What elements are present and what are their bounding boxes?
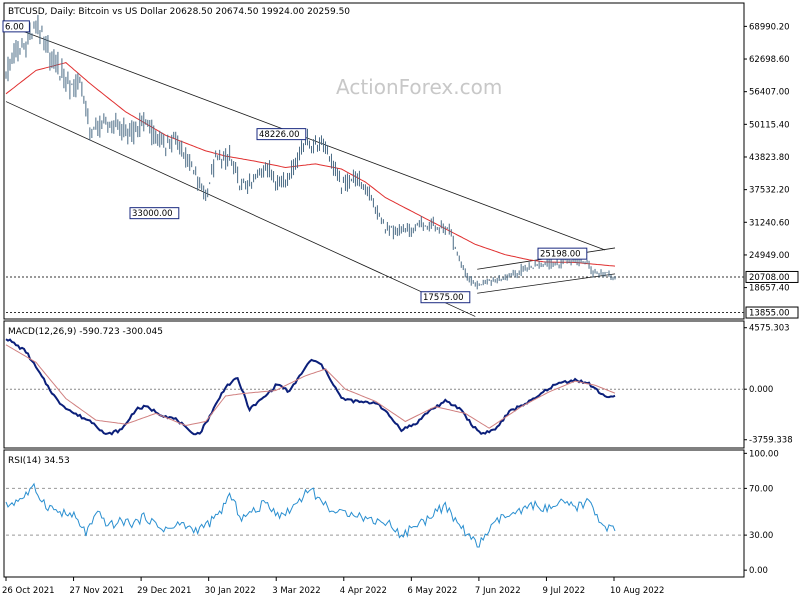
rsi-axis-label: 0.00 xyxy=(749,566,768,576)
price-level-tag xyxy=(745,306,799,319)
date-axis: 26 Oct 2021 27 Nov 2021 29 Dec 2021 30 Jan … xyxy=(2,577,664,596)
date-axis-label: 4 Apr 2022 xyxy=(340,586,387,596)
price-annotation-label: 6.00 xyxy=(5,22,24,32)
price-annotation-box xyxy=(2,20,30,33)
trendline xyxy=(5,101,476,317)
date-axis-label: 26 Oct 2021 xyxy=(2,586,55,596)
rsi-line xyxy=(5,482,616,548)
price-annotation-label: 33000.00 xyxy=(132,209,173,219)
price-axis-label: 43823.80 xyxy=(749,153,790,163)
date-axis-label: 10 Aug 2022 xyxy=(610,586,664,596)
macd-title: MACD(12,26,9) -590.723 -300.045 xyxy=(8,327,163,337)
price-panel-frame xyxy=(3,2,745,320)
price-axis-label: 37532.20 xyxy=(749,186,790,196)
price-level-tag xyxy=(745,270,799,283)
macd-axis-label: 0.000 xyxy=(749,385,773,395)
macd-signal-line xyxy=(5,344,616,429)
rsi-axis-label: 100.00 xyxy=(749,449,779,459)
date-axis-label: 9 Jul 2022 xyxy=(542,586,585,596)
price-annotation-box xyxy=(256,128,307,141)
price-axis-label: 50115.40 xyxy=(749,120,790,130)
macd-line xyxy=(5,338,616,436)
price-annotation-box xyxy=(537,247,588,260)
date-axis-label: 30 Jan 2022 xyxy=(205,586,256,596)
price-level-tag-label: 20708.00 xyxy=(749,273,790,283)
price-axis-label: 62698.60 xyxy=(749,55,790,65)
rsi-panel-frame xyxy=(3,449,745,578)
price-level-tag-label: 13855.00 xyxy=(749,309,790,319)
price-axis-label: 18657.40 xyxy=(749,284,790,294)
rsi-title: RSI(14) 34.53 xyxy=(8,456,70,466)
date-axis-label: 6 May 2022 xyxy=(407,586,457,596)
chart-title: BTCUSD, Daily: Bitcoin vs US Dollar 2062… xyxy=(8,7,350,17)
price-annotation-box xyxy=(129,207,180,220)
date-axis-label: 29 Dec 2021 xyxy=(137,586,191,596)
macd-axis-label: 4575.303 xyxy=(749,324,790,334)
date-axis-label: 7 Jun 2022 xyxy=(475,586,521,596)
macd-axis-label: -3759.338 xyxy=(749,436,793,446)
trendline xyxy=(477,273,616,294)
price-axis-label: 24949.00 xyxy=(749,251,790,261)
date-axis-label: 27 Nov 2021 xyxy=(70,586,124,596)
rsi-axis-label: 30.00 xyxy=(749,531,773,541)
watermark: ActionForex.com xyxy=(336,75,502,99)
price-annotation-label: 25198.00 xyxy=(540,250,581,260)
price-annotation-label: 17575.00 xyxy=(423,293,464,303)
price-axis-label: 68990.20 xyxy=(749,22,790,32)
price-panel: BTCUSD, Daily: Bitcoin vs US Dollar 2062… xyxy=(2,2,799,320)
moving-average-line xyxy=(5,62,616,267)
price-annotation-label: 48226.00 xyxy=(259,130,300,140)
price-axis-label: 56407.00 xyxy=(749,88,790,98)
rsi-panel: RSI(14) 34.53 100.00 70.00 30.00 0.00 xyxy=(3,449,779,578)
macd-panel-frame xyxy=(3,320,745,449)
price-axis-label: 31240.60 xyxy=(749,218,790,228)
date-axis-label: 3 Mar 2022 xyxy=(272,586,320,596)
macd-panel: MACD(12,26,9) -590.723 -300.045 4575.303… xyxy=(3,320,793,449)
price-annotation-box xyxy=(420,291,471,304)
rsi-axis-label: 70.00 xyxy=(749,484,773,494)
